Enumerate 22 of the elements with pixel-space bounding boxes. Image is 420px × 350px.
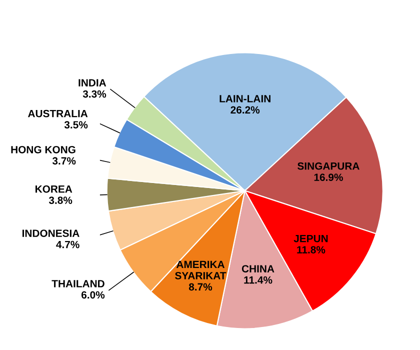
slice-label: CHINA	[242, 265, 274, 272]
slice-label: JEPUN	[294, 234, 328, 242]
slice-label: AMERIKA SYARIKAT	[175, 260, 226, 280]
slice-label: INDONESIA	[22, 230, 80, 237]
slice-label: HONG KONG	[11, 146, 76, 154]
slice-label: SINGAPURA	[298, 162, 360, 170]
slice-label: THAILAND	[52, 280, 104, 288]
data-label: 3.5%	[64, 121, 88, 128]
data-label: 26.2%	[230, 106, 260, 114]
slice-label: INDIA	[78, 79, 106, 86]
data-label: 11.8%	[297, 246, 326, 254]
data-label: 16.9%	[314, 174, 343, 181]
data-label: 4.7%	[56, 240, 80, 248]
data-label: 11.4%	[244, 276, 272, 284]
data-label: 3.8%	[48, 196, 72, 204]
data-label: 3.7%	[52, 157, 76, 165]
slice-label: KOREA	[36, 185, 72, 193]
data-label: 6.0%	[82, 291, 105, 299]
slice-label: AUSTRALIA	[28, 110, 88, 118]
slice-label: LAIN-LAIN	[220, 95, 270, 102]
data-label: 8.7%	[188, 283, 212, 291]
data-label: 3.3%	[82, 90, 106, 98]
